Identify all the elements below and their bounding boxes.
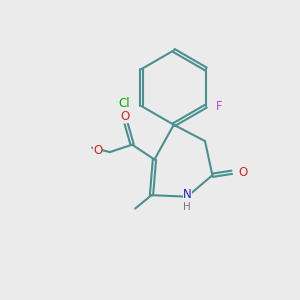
Text: F: F — [215, 100, 222, 113]
Text: O: O — [93, 144, 102, 157]
Text: Cl: Cl — [119, 97, 130, 110]
Text: O: O — [238, 166, 248, 179]
Text: H: H — [183, 202, 191, 212]
Text: N: N — [183, 188, 191, 201]
Text: O: O — [120, 110, 129, 123]
